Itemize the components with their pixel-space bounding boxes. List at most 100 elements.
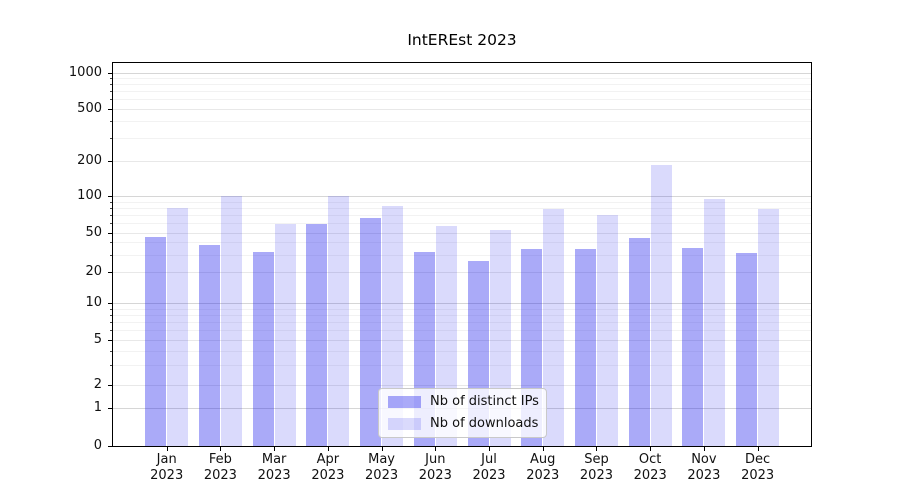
y-axis-tick bbox=[108, 446, 112, 447]
x-axis-tick-label-year: 2023 bbox=[741, 468, 775, 483]
y-axis-tick bbox=[108, 161, 112, 162]
legend-label-distinct-ips: Nb of distinct IPs bbox=[430, 394, 539, 409]
x-axis-tick-label-year: 2023 bbox=[633, 468, 667, 483]
gridline-major bbox=[113, 303, 811, 304]
gridline-minor bbox=[113, 77, 811, 79]
chart-title: IntEREst 2023 bbox=[407, 31, 517, 49]
x-axis-tick-label-month: Jul bbox=[481, 452, 497, 467]
y-axis-minor-tick bbox=[110, 121, 112, 123]
y-axis-minor-tick bbox=[110, 215, 112, 217]
y-axis-tick-label: 1000 bbox=[68, 64, 102, 80]
y-axis-tick-label: 500 bbox=[77, 100, 102, 116]
gridline-major bbox=[113, 196, 811, 197]
bar-downloads bbox=[704, 199, 726, 446]
bar-downloads bbox=[220, 196, 242, 446]
x-axis-tick-label: Feb 2023 bbox=[185, 452, 255, 484]
y-axis-tick bbox=[108, 272, 112, 273]
bar-distinct-ips bbox=[360, 218, 382, 446]
x-axis-tick-label-year: 2023 bbox=[203, 468, 237, 483]
bar-downloads bbox=[596, 215, 618, 446]
gridline-labeled bbox=[113, 108, 811, 110]
y-axis-minor-tick bbox=[110, 223, 112, 225]
x-axis-tick-label-month: Sep bbox=[584, 452, 609, 467]
y-axis-tick bbox=[108, 108, 112, 110]
y-axis-minor-tick bbox=[110, 201, 112, 203]
y-axis-minor-tick bbox=[110, 364, 112, 366]
y-axis-minor-tick bbox=[110, 330, 112, 332]
bar-downloads bbox=[650, 165, 672, 446]
gridline-minor bbox=[113, 223, 811, 225]
gridline-minor bbox=[113, 137, 811, 139]
gridline-minor bbox=[113, 254, 811, 256]
x-axis-tick-label: May 2023 bbox=[347, 452, 417, 484]
bar-distinct-ips bbox=[306, 224, 328, 446]
x-axis-tick bbox=[166, 447, 168, 451]
y-axis-minor-tick bbox=[110, 137, 112, 139]
bar-distinct-ips bbox=[145, 237, 167, 446]
x-axis-tick-label: Mar 2023 bbox=[239, 452, 309, 484]
y-axis-minor-tick bbox=[110, 242, 112, 244]
legend-swatch-downloads bbox=[388, 418, 421, 430]
y-axis-tick bbox=[108, 340, 112, 341]
x-axis-tick bbox=[489, 447, 491, 451]
bar-downloads bbox=[758, 208, 780, 446]
x-axis-tick bbox=[757, 447, 759, 451]
x-axis-tick-label: Apr 2023 bbox=[293, 452, 363, 484]
x-axis-tick-label-year: 2023 bbox=[579, 468, 613, 483]
y-axis-tick bbox=[108, 303, 112, 304]
x-axis-tick-label-month: Jan bbox=[156, 452, 177, 467]
x-axis-tick-label: Dec 2023 bbox=[723, 452, 793, 484]
x-axis-tick-label-month: Mar bbox=[261, 452, 287, 467]
bar-downloads bbox=[382, 205, 404, 446]
gridline-labeled bbox=[113, 340, 811, 341]
bar-downloads bbox=[328, 196, 350, 446]
x-axis-tick-label-year: 2023 bbox=[150, 468, 184, 483]
y-axis-tick bbox=[108, 196, 112, 197]
gridline-minor bbox=[113, 121, 811, 123]
y-axis-minor-tick bbox=[110, 77, 112, 79]
bar-downloads bbox=[274, 224, 296, 446]
y-axis-tick-label: 100 bbox=[77, 188, 102, 203]
gridline-minor bbox=[113, 350, 811, 352]
x-axis-tick-label-month: May bbox=[368, 452, 396, 467]
gridline-minor bbox=[113, 314, 811, 316]
y-axis-tick-label: 1 bbox=[93, 400, 102, 415]
x-axis-tick-label-month: Aug bbox=[530, 452, 556, 467]
bar-downloads bbox=[167, 207, 189, 446]
x-axis-tick-label: Sep 2023 bbox=[561, 452, 631, 484]
x-axis-tick bbox=[542, 447, 544, 451]
gridline-minor bbox=[113, 215, 811, 217]
gridline-labeled bbox=[113, 384, 811, 386]
x-axis-tick-label: Jan 2023 bbox=[132, 452, 202, 484]
y-axis-tick-label: 5 bbox=[93, 332, 102, 347]
bar-distinct-ips bbox=[736, 253, 758, 446]
x-axis-tick bbox=[220, 447, 222, 451]
gridline-minor bbox=[113, 84, 811, 86]
x-axis-tick-label-year: 2023 bbox=[311, 468, 345, 483]
y-axis-tick bbox=[108, 72, 112, 74]
x-axis-tick bbox=[650, 447, 652, 451]
gridline-labeled bbox=[113, 161, 811, 162]
x-axis-tick-label-year: 2023 bbox=[687, 468, 721, 483]
bar-distinct-ips bbox=[628, 238, 650, 446]
y-axis-tick bbox=[108, 408, 112, 409]
legend-label-downloads: Nb of downloads bbox=[430, 416, 539, 431]
y-axis-tick bbox=[108, 233, 112, 234]
y-axis-tick-label: 0 bbox=[93, 438, 102, 453]
y-axis-minor-tick bbox=[110, 91, 112, 93]
y-axis-tick-label: 50 bbox=[85, 225, 102, 240]
y-axis-tick-label: 200 bbox=[77, 153, 102, 168]
x-axis-tick-label-month: Nov bbox=[691, 452, 717, 467]
x-axis-tick bbox=[435, 447, 437, 451]
x-axis-tick-label: Oct 2023 bbox=[615, 452, 685, 484]
x-axis-tick-label-year: 2023 bbox=[418, 468, 452, 483]
gridline-minor bbox=[113, 201, 811, 203]
x-axis-tick-label-month: Feb bbox=[208, 452, 232, 467]
y-axis-tick-label: 10 bbox=[85, 295, 102, 310]
bar-distinct-ips bbox=[574, 249, 596, 446]
x-axis-tick-label-year: 2023 bbox=[472, 468, 506, 483]
x-axis-tick-label: Jul 2023 bbox=[454, 452, 524, 484]
gridline-minor bbox=[113, 99, 811, 101]
x-axis-tick bbox=[596, 447, 598, 451]
